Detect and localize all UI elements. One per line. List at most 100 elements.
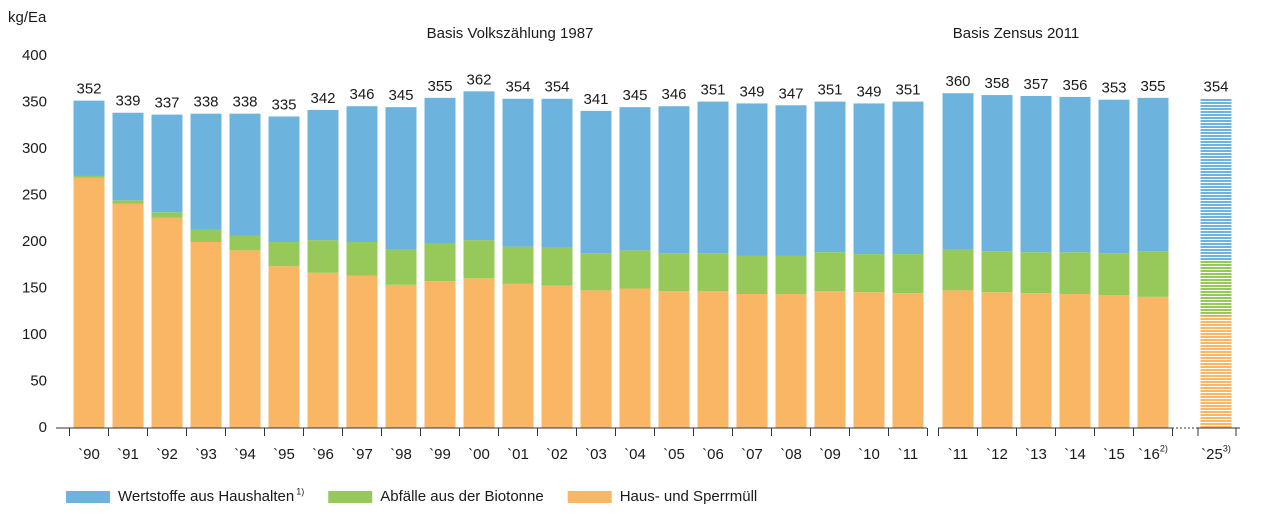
- x-tick-label: `93: [195, 446, 217, 463]
- total-label: 346: [349, 86, 374, 103]
- bar-segment: [814, 101, 846, 253]
- bar-segment: [502, 283, 534, 428]
- bar-segment: [736, 294, 768, 428]
- y-tick-label: 300: [22, 140, 47, 157]
- x-tick-label: `25: [1201, 446, 1223, 463]
- x-tick-note: 2): [1160, 443, 1168, 453]
- bar-segment: [892, 101, 924, 255]
- y-tick-label: 0: [39, 419, 47, 436]
- bar-segment: [190, 229, 222, 242]
- total-label: 351: [817, 82, 842, 99]
- bar-segment: [892, 254, 924, 294]
- bar-segment: [268, 242, 300, 267]
- bar-segment: [307, 109, 339, 241]
- bar-segment: [463, 278, 495, 428]
- bar-segment: [619, 288, 651, 428]
- bar-segment: [346, 106, 378, 242]
- bar-segment: [229, 250, 261, 428]
- bar-segment: [307, 240, 339, 273]
- bar-segment: [853, 254, 885, 293]
- bar-segment: [736, 255, 768, 295]
- x-tick-label: `97: [351, 446, 373, 463]
- bar-segment: [658, 106, 690, 254]
- bar-segment: [268, 116, 300, 242]
- total-label: 354: [544, 79, 569, 96]
- bar-segment: [190, 113, 222, 230]
- legend-swatch: [328, 491, 373, 503]
- total-label: 356: [1062, 77, 1087, 94]
- bar-segment: [619, 250, 651, 289]
- bar-segment: [1137, 97, 1169, 252]
- x-tick-label: `16: [1138, 446, 1160, 463]
- bar-segment: [424, 281, 456, 428]
- legend-note: 1): [296, 486, 304, 496]
- total-label: 351: [700, 82, 725, 99]
- x-tick-label: `91: [117, 446, 139, 463]
- x-tick-label: `02: [546, 446, 568, 463]
- group-label: Basis Volkszählung 1987: [427, 25, 594, 42]
- y-tick-label: 150: [22, 279, 47, 296]
- bar-segment: [73, 175, 105, 178]
- y-tick-label: 400: [22, 47, 47, 64]
- x-tick-label: `12: [986, 446, 1008, 463]
- total-label: 338: [232, 94, 257, 111]
- bar-segment: [1020, 293, 1052, 428]
- group-label: Basis Zensus 2011: [953, 25, 1079, 42]
- bar-segment: [736, 103, 768, 256]
- bar-segment: [541, 247, 573, 286]
- bar-segment: [814, 252, 846, 292]
- bar-segment: [658, 253, 690, 292]
- x-tick-label: `14: [1064, 446, 1086, 463]
- y-tick-label: 100: [22, 326, 47, 343]
- bar-segment: [697, 253, 729, 292]
- total-label: 345: [388, 87, 413, 104]
- bar-segment: [697, 101, 729, 254]
- bar-segment: [942, 93, 974, 250]
- x-tick-label: `07: [741, 446, 763, 463]
- total-label: 360: [945, 73, 970, 90]
- bar-segment: [580, 253, 612, 291]
- bar-segment: [853, 103, 885, 255]
- bar-segment: [112, 200, 144, 204]
- y-tick-label: 350: [22, 93, 47, 110]
- bar-segment: [580, 290, 612, 428]
- legend-swatch: [66, 491, 110, 503]
- total-label: 354: [505, 79, 530, 96]
- bar-segment: [307, 272, 339, 428]
- bar-segment: [619, 107, 651, 251]
- bar-segment: [1098, 253, 1130, 296]
- bar-segment: [853, 292, 885, 428]
- total-label: 346: [661, 86, 686, 103]
- x-tick-label: `13: [1025, 446, 1047, 463]
- bar-segment: [1059, 294, 1091, 428]
- bar-segment: [697, 291, 729, 428]
- bar-segment: [1098, 295, 1130, 428]
- bar-segment: [1059, 252, 1091, 295]
- x-tick-label: `05: [663, 446, 685, 463]
- y-tick-label: 250: [22, 186, 47, 203]
- bar-segment: [981, 292, 1013, 428]
- bar-segment: [1200, 98, 1232, 261]
- x-tick-note: 3): [1223, 443, 1231, 453]
- bar-segment: [151, 212, 183, 218]
- x-tick-label: `90: [78, 446, 100, 463]
- x-tick-label: `94: [234, 446, 256, 463]
- bar-segment: [385, 249, 417, 285]
- total-label: 352: [76, 81, 101, 98]
- x-tick-label: `03: [585, 446, 607, 463]
- total-label: 353: [1101, 80, 1126, 97]
- total-label: 341: [583, 91, 608, 108]
- y-tick-label: 50: [30, 372, 47, 389]
- total-label: 345: [622, 87, 647, 104]
- total-label: 355: [1140, 78, 1165, 95]
- x-tick-label: `00: [468, 446, 490, 463]
- bar-segment: [502, 98, 534, 247]
- bar-segment: [1059, 96, 1091, 253]
- bar-segment: [1098, 99, 1130, 254]
- bar-segment: [346, 275, 378, 428]
- bar-segment: [541, 285, 573, 428]
- legend-swatch: [567, 491, 612, 503]
- bar-segment: [1020, 95, 1052, 253]
- bar-segment: [580, 110, 612, 254]
